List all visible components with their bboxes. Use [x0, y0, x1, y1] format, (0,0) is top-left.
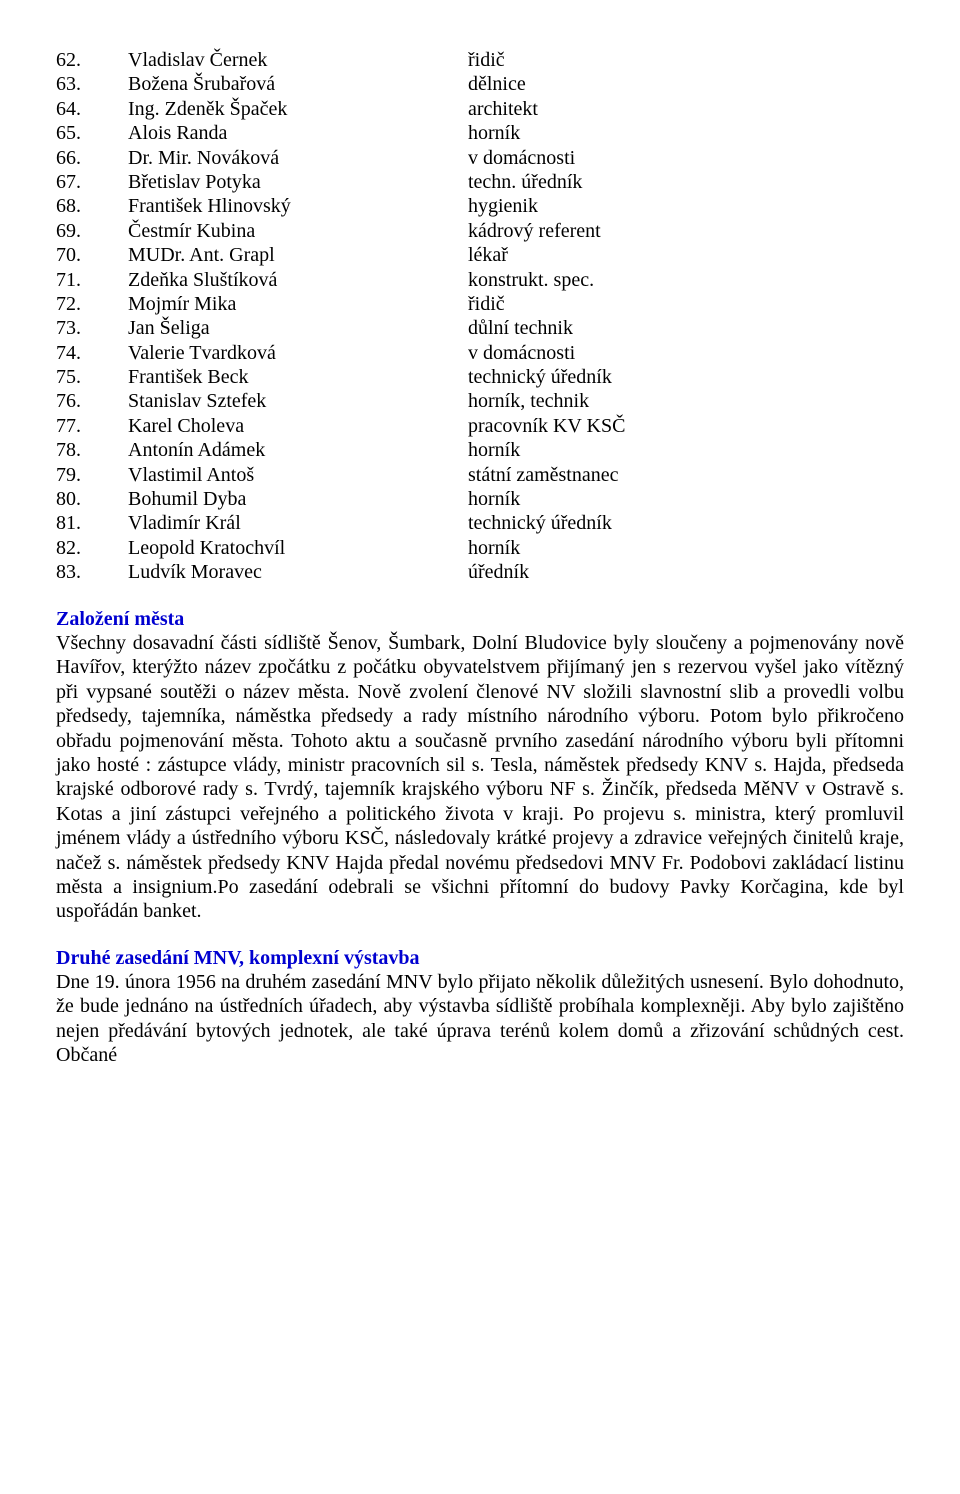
table-row: 82.Leopold Kratochvílhorník	[56, 536, 888, 560]
person-role: lékař	[468, 243, 888, 267]
person-name: Vlastimil Antoš	[128, 463, 468, 487]
person-role: technický úředník	[468, 511, 888, 535]
table-row: 65.Alois Randahorník	[56, 121, 888, 145]
person-number: 74.	[56, 341, 128, 365]
person-role: architekt	[468, 97, 888, 121]
person-name: Vladimír Král	[128, 511, 468, 535]
person-name: Jan Šeliga	[128, 316, 468, 340]
table-row: 67.Břetislav Potykatechn. úředník	[56, 170, 888, 194]
heading-founding: Založení města	[56, 608, 184, 630]
person-number: 78.	[56, 438, 128, 462]
person-name: Valerie Tvardková	[128, 341, 468, 365]
person-name: Zdeňka Sluštíková	[128, 268, 468, 292]
table-row: 64.Ing. Zdeněk Špačekarchitekt	[56, 97, 888, 121]
person-name: František Hlinovský	[128, 194, 468, 218]
table-row: 62.Vladislav Černekřidič	[56, 48, 888, 72]
person-name: Bohumil Dyba	[128, 487, 468, 511]
person-number: 76.	[56, 389, 128, 413]
person-number: 81.	[56, 511, 128, 535]
section-founding: Založení města Všechny dosavadní části s…	[56, 607, 904, 924]
person-role: dělnice	[468, 72, 888, 96]
person-role: důlní technik	[468, 316, 888, 340]
table-row: 77.Karel Cholevapracovník KV KSČ	[56, 414, 888, 438]
person-name: Alois Randa	[128, 121, 468, 145]
person-role: státní zaměstnanec	[468, 463, 888, 487]
person-number: 82.	[56, 536, 128, 560]
table-row: 72.Mojmír Mikařidič	[56, 292, 888, 316]
people-list: 62.Vladislav Černekřidič63.Božena Šrubař…	[56, 48, 888, 585]
person-name: Karel Choleva	[128, 414, 468, 438]
table-row: 63.Božena Šrubařovádělnice	[56, 72, 888, 96]
person-name: Ludvík Moravec	[128, 560, 468, 584]
person-number: 62.	[56, 48, 128, 72]
person-number: 79.	[56, 463, 128, 487]
person-name: Mojmír Mika	[128, 292, 468, 316]
table-row: 83.Ludvík Moravecúředník	[56, 560, 888, 584]
person-role: technický úředník	[468, 365, 888, 389]
person-name: Čestmír Kubina	[128, 219, 468, 243]
person-number: 65.	[56, 121, 128, 145]
table-row: 74.Valerie Tvardkováv domácnosti	[56, 341, 888, 365]
person-number: 67.	[56, 170, 128, 194]
table-row: 79.Vlastimil Antošstátní zaměstnanec	[56, 463, 888, 487]
person-role: v domácnosti	[468, 341, 888, 365]
person-role: horník, technik	[468, 389, 888, 413]
person-number: 75.	[56, 365, 128, 389]
person-role: úředník	[468, 560, 888, 584]
person-name: František Beck	[128, 365, 468, 389]
heading-second-meeting: Druhé zasedání MNV, komplexní výstavba	[56, 947, 420, 969]
person-number: 73.	[56, 316, 128, 340]
table-row: 73.Jan Šeligadůlní technik	[56, 316, 888, 340]
person-role: kádrový referent	[468, 219, 888, 243]
person-role: řidič	[468, 48, 888, 72]
person-name: Božena Šrubařová	[128, 72, 468, 96]
table-row: 69.Čestmír Kubinakádrový referent	[56, 219, 888, 243]
person-role: řidič	[468, 292, 888, 316]
person-number: 80.	[56, 487, 128, 511]
person-name: Dr. Mir. Nováková	[128, 146, 468, 170]
person-name: Stanislav Sztefek	[128, 389, 468, 413]
person-role: horník	[468, 121, 888, 145]
person-role: v domácnosti	[468, 146, 888, 170]
person-name: Břetislav Potyka	[128, 170, 468, 194]
table-row: 70.MUDr. Ant. Grapllékař	[56, 243, 888, 267]
body-second-meeting: Dne 19. února 1956 na druhém zasedání MN…	[56, 971, 904, 1066]
table-row: 71.Zdeňka Sluštíkovákonstrukt. spec.	[56, 268, 888, 292]
person-number: 72.	[56, 292, 128, 316]
person-number: 71.	[56, 268, 128, 292]
person-name: Leopold Kratochvíl	[128, 536, 468, 560]
table-row: 81.Vladimír Králtechnický úředník	[56, 511, 888, 535]
table-row: 76.Stanislav Sztefekhorník, technik	[56, 389, 888, 413]
table-row: 75.František Becktechnický úředník	[56, 365, 888, 389]
person-number: 64.	[56, 97, 128, 121]
person-name: Antonín Adámek	[128, 438, 468, 462]
person-number: 70.	[56, 243, 128, 267]
person-name: MUDr. Ant. Grapl	[128, 243, 468, 267]
person-number: 68.	[56, 194, 128, 218]
person-number: 69.	[56, 219, 128, 243]
table-row: 68.František Hlinovskýhygienik	[56, 194, 888, 218]
person-role: pracovník KV KSČ	[468, 414, 888, 438]
person-name: Vladislav Černek	[128, 48, 468, 72]
person-role: konstrukt. spec.	[468, 268, 888, 292]
person-number: 66.	[56, 146, 128, 170]
table-row: 80.Bohumil Dybahorník	[56, 487, 888, 511]
person-role: horník	[468, 438, 888, 462]
person-name: Ing. Zdeněk Špaček	[128, 97, 468, 121]
person-number: 83.	[56, 560, 128, 584]
table-row: 78.Antonín Adámekhorník	[56, 438, 888, 462]
person-number: 63.	[56, 72, 128, 96]
body-founding: Všechny dosavadní části sídliště Šenov, …	[56, 632, 904, 922]
person-role: horník	[468, 487, 888, 511]
section-second-meeting: Druhé zasedání MNV, komplexní výstavba D…	[56, 946, 904, 1068]
person-role: horník	[468, 536, 888, 560]
person-role: techn. úředník	[468, 170, 888, 194]
person-role: hygienik	[468, 194, 888, 218]
person-number: 77.	[56, 414, 128, 438]
table-row: 66.Dr. Mir. Novákováv domácnosti	[56, 146, 888, 170]
